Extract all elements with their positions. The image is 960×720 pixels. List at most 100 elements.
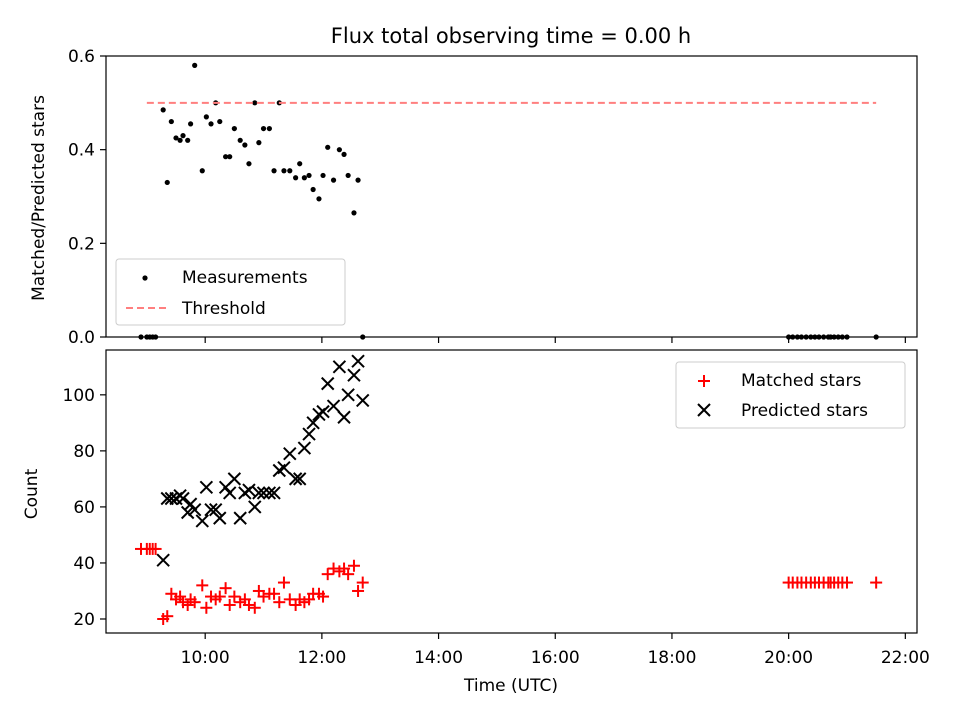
predicted-star-marker: [233, 511, 247, 525]
predicted-star-marker: [183, 497, 198, 511]
top-legend-box: [115, 258, 346, 326]
matched-star-marker: [870, 576, 883, 589]
measurement-point: [301, 175, 307, 181]
predicted-star-marker: [248, 500, 262, 514]
matched-star-marker: [149, 542, 162, 555]
matched-star-marker: [161, 610, 174, 623]
measurement-point: [306, 172, 312, 179]
matched-star-marker: [188, 596, 201, 609]
measurement-point: [199, 168, 205, 174]
predicted-star-marker: [262, 486, 277, 500]
matched-star-marker: [196, 579, 209, 592]
top-legend: Measurements Threshold: [115, 258, 346, 326]
matched-star-marker: [327, 562, 340, 575]
matched-star-marker: [356, 576, 369, 589]
predicted-star-marker: [288, 472, 303, 486]
matched-star-marker: [347, 559, 360, 572]
matched-star-marker: [273, 596, 286, 609]
matched-star-marker: [242, 598, 255, 611]
bottom-y-tick-label: 80: [73, 442, 95, 462]
predicted-star-marker: [222, 486, 237, 500]
measurement-point: [246, 161, 252, 167]
bottom-y-ticks: 20 40 60 80 100: [63, 386, 106, 630]
matched-star-marker: [174, 590, 187, 603]
measurement-point: [271, 168, 277, 174]
measurement-point: [203, 114, 209, 120]
matched-star-marker: [257, 590, 270, 603]
bottom-x-axis-label: Time (UTC): [463, 676, 558, 696]
predicted-star-marker: [208, 503, 223, 517]
measurement-point: [231, 125, 237, 132]
matched-star-marker: [277, 576, 290, 589]
measurement-point: [237, 137, 243, 143]
predicted-star-marker: [292, 472, 307, 486]
measurement-point: [281, 168, 287, 174]
predicted-star-marker: [332, 360, 347, 374]
measurement-point: [252, 100, 258, 106]
bottom-x-tick-label: 22:00: [881, 648, 930, 668]
top-axes-frame: [105, 55, 918, 338]
legend-measurements-marker: [142, 275, 148, 281]
predicted-star-marker: [356, 393, 370, 408]
top-y-tick-label: 0.0: [68, 328, 95, 348]
predicted-star-marker: [213, 511, 227, 525]
legend-matched-label: Matched stars: [741, 371, 861, 391]
measurement-point: [325, 144, 331, 150]
top-x-ticks: [204, 337, 906, 343]
top-y-axis-label: Matched/Predicted stars: [29, 95, 49, 301]
measurement-point: [266, 125, 272, 132]
measurement-point: [297, 161, 303, 167]
bottom-x-tick-label: 14:00: [414, 648, 463, 668]
predicted-star-marker: [180, 505, 195, 520]
bottom-y-axis-label: Count: [22, 468, 42, 519]
legend-measurements-label: Measurements: [182, 268, 308, 288]
top-marks: [138, 62, 879, 340]
predicted-star-marker: [252, 486, 266, 500]
bottom-legend: Matched stars Predicted stars: [675, 361, 906, 429]
bottom-x-tick-label: 10:00: [181, 648, 230, 668]
measurement-point: [177, 137, 183, 143]
bottom-x-tick-label: 16:00: [531, 648, 580, 668]
bottom-axes-frame: [105, 349, 918, 634]
bottom-y-tick-label: 20: [73, 610, 95, 630]
predicted-star-marker: [187, 503, 202, 517]
bottom-y-tick-label: 40: [73, 554, 95, 574]
measurement-point: [293, 175, 299, 181]
predicted-star-marker: [316, 404, 330, 419]
bottom-marks: [135, 354, 883, 625]
predicted-star-marker: [341, 388, 355, 402]
matched-star-marker: [342, 568, 355, 581]
matched-star-marker: [840, 576, 853, 589]
top-y-ticks: 0.0 0.2 0.4 0.6: [68, 47, 106, 348]
predicted-star-marker: [227, 472, 242, 486]
measurement-point: [287, 168, 293, 174]
measurement-point: [160, 107, 166, 113]
bottom-x-tick-label: 18:00: [647, 648, 696, 668]
measurement-point: [320, 172, 326, 179]
predicted-star-marker: [164, 491, 179, 506]
measurement-point: [168, 118, 174, 125]
predicted-star-marker: [321, 376, 335, 391]
top-y-tick-label: 0.6: [68, 47, 95, 67]
predicted-star-marker: [306, 416, 320, 430]
bottom-y-tick-label: 100: [63, 386, 95, 406]
predicted-star-marker: [302, 427, 316, 441]
bottom-legend-box: [675, 361, 906, 429]
matched-star-marker: [248, 601, 261, 614]
matched-star-marker: [181, 598, 194, 611]
legend-predicted-label: Predicted stars: [741, 401, 868, 421]
predicted-star-marker: [176, 491, 190, 506]
measurement-point: [351, 210, 357, 216]
measurement-point: [310, 186, 316, 193]
measurement-point: [260, 125, 267, 132]
measurement-point: [345, 172, 351, 179]
predicted-star-marker: [195, 514, 209, 528]
chart-title: Flux total observing time = 0.00 h: [331, 24, 691, 48]
measurement-point: [185, 137, 191, 143]
matched-star-marker: [228, 590, 241, 603]
predicted-star-marker: [199, 480, 214, 495]
top-y-tick-label: 0.2: [68, 234, 95, 254]
measurement-point: [242, 142, 248, 148]
